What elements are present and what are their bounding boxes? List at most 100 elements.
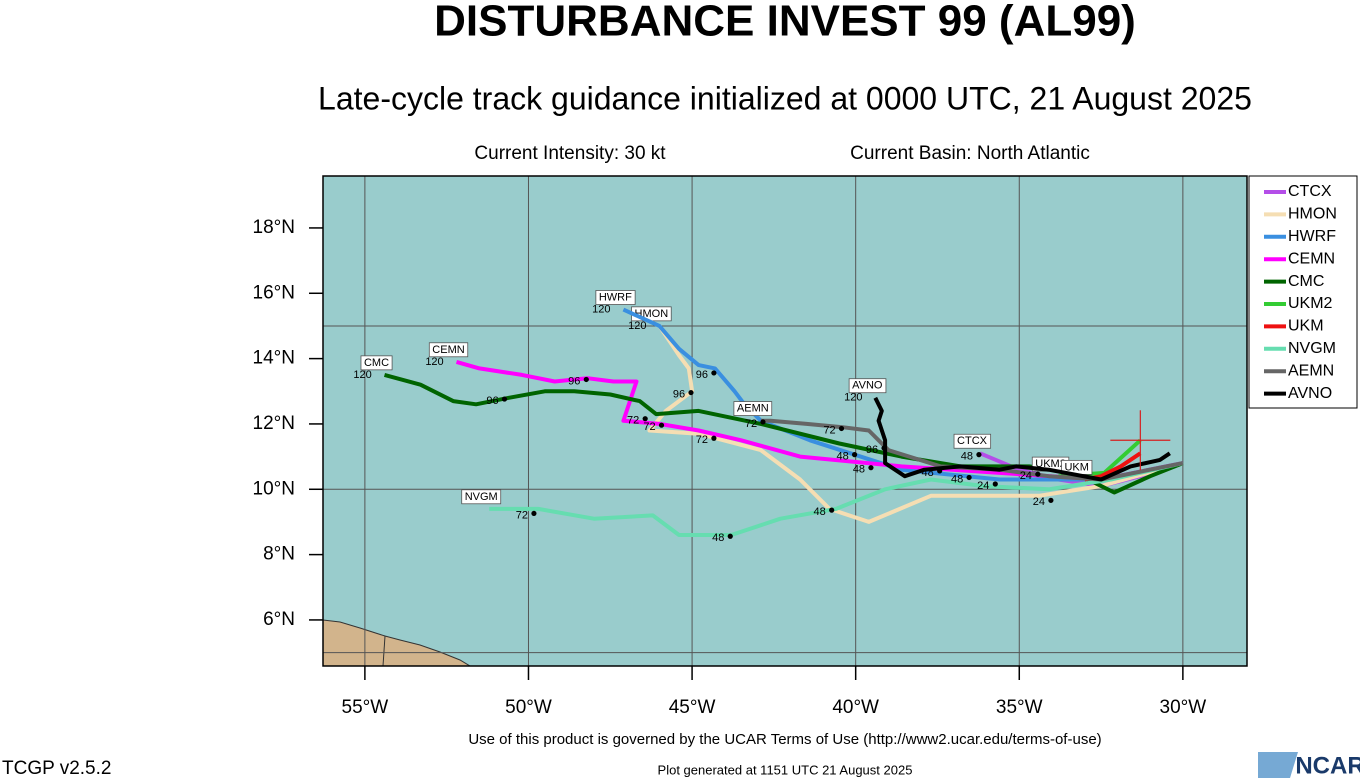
tau-dot <box>688 389 694 396</box>
tau-dot <box>966 474 972 481</box>
logo: NCAR <box>1295 752 1360 779</box>
tau-label: 96 <box>673 388 685 400</box>
track-label-box <box>953 433 992 449</box>
border <box>382 635 386 666</box>
track-label: NVGM <box>461 489 502 505</box>
track-end-hour: 120 <box>844 392 862 404</box>
tau-label: 72 <box>696 434 708 446</box>
x-tick-label: 35°W <box>996 697 1043 718</box>
track-end-hour: 120 <box>592 304 610 316</box>
track <box>489 461 1184 537</box>
tau-dot <box>531 510 537 517</box>
basin: Current Basin: North Atlantic <box>850 143 1090 164</box>
tau-label: 72 <box>643 421 655 433</box>
tau-label: 96 <box>486 395 498 407</box>
y-tick-label: 12°N <box>253 413 295 434</box>
intensity: Current Intensity: 30 kt <box>474 143 666 164</box>
x-tick-label: 55°W <box>342 697 389 718</box>
y-tick-label: 18°N <box>253 217 295 238</box>
y-tick-label: 10°N <box>253 478 295 499</box>
tau-label: 48 <box>951 473 963 485</box>
tau-dot <box>881 445 887 451</box>
subtitle: Late-cycle track guidance initialized at… <box>318 80 1252 116</box>
track-end-hour: 120 <box>628 320 646 332</box>
track-label-text: AEMN <box>737 403 769 415</box>
tau-label: 24 <box>1020 470 1032 482</box>
tau-dot <box>838 425 845 432</box>
legend-label: AVNO <box>1288 385 1332 402</box>
track-label-text: CTCX <box>957 435 988 447</box>
tau-dot <box>658 422 665 428</box>
legend-label: CMC <box>1288 273 1324 290</box>
legend-label: HMON <box>1288 206 1337 223</box>
track-label-text: HWRF <box>599 292 632 304</box>
track-label: UKM <box>1061 459 1093 475</box>
legend-label: CTCX <box>1288 183 1332 200</box>
legend-label: AEMN <box>1288 362 1334 379</box>
tau-label: 24 <box>977 480 989 492</box>
y-tick-label: 16°N <box>253 282 295 303</box>
tau-label: 48 <box>836 451 848 463</box>
track <box>455 359 1184 482</box>
tau-label: 24 <box>1033 496 1045 508</box>
tau-label: 72 <box>627 415 639 427</box>
tau-label: 48 <box>922 467 934 479</box>
tau-dot <box>992 481 998 487</box>
tau-dot <box>829 507 835 513</box>
tau-label: 48 <box>961 451 973 463</box>
track-label-text: UKM <box>1064 461 1088 473</box>
tau-label: 96 <box>866 444 878 456</box>
track-label: CTCX <box>953 433 992 449</box>
tau-label: 48 <box>814 506 826 518</box>
generated: Plot generated at 1151 UTC 21 August 202… <box>658 762 913 777</box>
tau-dot <box>851 452 858 458</box>
tau-dot <box>976 452 982 458</box>
y-tick-label: 8°N <box>263 544 295 565</box>
track <box>873 396 1171 482</box>
x-tick-label: 50°W <box>505 697 552 718</box>
track-label-box <box>461 489 502 505</box>
track-label-box <box>595 290 636 305</box>
tau-dot <box>642 416 648 422</box>
track <box>647 324 1184 524</box>
track-label-box <box>428 342 469 358</box>
legend-label: UKM2 <box>1288 295 1333 312</box>
legend-label: HWRF <box>1288 228 1336 245</box>
tau-dot <box>1035 471 1041 477</box>
tau-dot <box>760 419 766 425</box>
track-label-text: AVNO <box>852 380 883 392</box>
title: DISTURBANCE INVEST 99 (AL99) <box>434 0 1136 46</box>
tau-dot <box>711 370 717 376</box>
x-tick-label: 40°W <box>832 697 879 718</box>
legend-label: CEMN <box>1288 250 1335 267</box>
track <box>760 418 1184 482</box>
tau-label: 48 <box>712 532 724 544</box>
track-label-box <box>848 378 887 394</box>
track-label-text: CEMN <box>432 344 464 356</box>
tau-label: 96 <box>696 369 708 381</box>
tau-dot <box>937 468 943 474</box>
legend-label: NVGM <box>1288 340 1336 357</box>
logo-mark <box>1258 752 1298 778</box>
track-label-text: NVGM <box>465 491 498 503</box>
tau-label: 48 <box>853 464 865 476</box>
track-end-hour: 120 <box>425 356 443 368</box>
version: TCGP v2.5.2 <box>2 758 111 779</box>
x-tick-label: 30°W <box>1160 697 1207 718</box>
tau-label: 72 <box>745 418 757 430</box>
tau-dot <box>1048 497 1054 503</box>
legend-label: UKM <box>1288 318 1324 335</box>
tau-label: 72 <box>823 424 835 436</box>
tau-dot <box>868 465 874 471</box>
tau-dot <box>583 376 589 383</box>
tau-label: 96 <box>568 375 580 387</box>
tau-dot <box>501 396 508 402</box>
y-tick-label: 14°N <box>253 348 295 369</box>
x-tick-label: 45°W <box>669 697 716 718</box>
y-tick-label: 6°N <box>263 609 295 630</box>
track-label: AEMN <box>733 401 773 416</box>
